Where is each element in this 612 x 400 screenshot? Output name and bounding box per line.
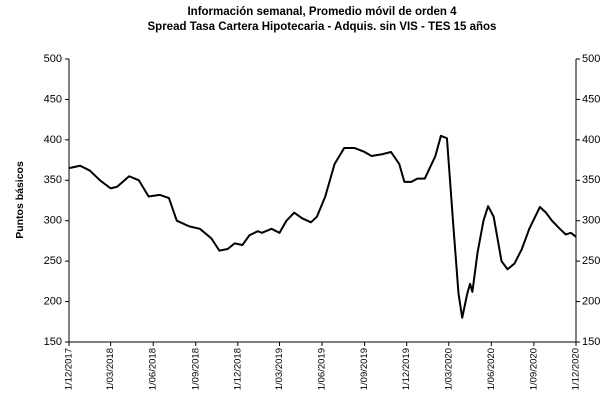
x-tick-label: 1/06/2020 [486,348,497,390]
x-tick-label: 1/09/2019 [359,348,370,390]
y2-tick-label: 150 [582,336,600,348]
y-tick-label: 300 [44,215,62,227]
x-tick-label: 1/03/2018 [105,348,116,390]
x-tick-label: 1/06/2019 [317,348,328,390]
y-tick-label: 200 [44,295,62,307]
chart-subtitle: Spread Tasa Cartera Hipotecaria - Adquis… [148,21,497,33]
y-tick-label: 250 [44,255,62,267]
x-tick-label: 1/09/2020 [528,348,539,390]
y2-tick-label: 350 [582,174,600,186]
y-tick-label: 500 [44,53,62,65]
x-tick-label: 1/12/2019 [401,348,412,390]
x-tick-label: 1/12/2017 [64,348,75,390]
y-tick-label: 400 [44,134,62,146]
x-tick-label: 1/03/2019 [274,348,285,390]
x-tick-label: 1/06/2018 [148,348,159,390]
y-tick-label: 450 [44,93,62,105]
x-tick-label: 1/03/2020 [443,348,454,390]
y2-tick-label: 400 [582,134,600,146]
line [68,134,577,319]
y2-tick-label: 250 [582,255,600,267]
y-axis-label: Puntos básicos [14,161,26,239]
x-tick-label: 1/12/2018 [232,348,243,390]
chart-title: Información semanal, Promedio móvil de o… [187,6,457,18]
y2-tick-label: 300 [582,215,600,227]
y2-tick-label: 500 [582,53,600,65]
y-tick-label: 150 [44,336,62,348]
y-tick-label: 350 [44,174,62,186]
y2-tick-label: 200 [582,295,600,307]
y2-tick-label: 450 [582,93,600,105]
x-tick-label: 1/09/2018 [190,348,201,390]
x-tick-label: 1/12/2020 [571,348,582,390]
